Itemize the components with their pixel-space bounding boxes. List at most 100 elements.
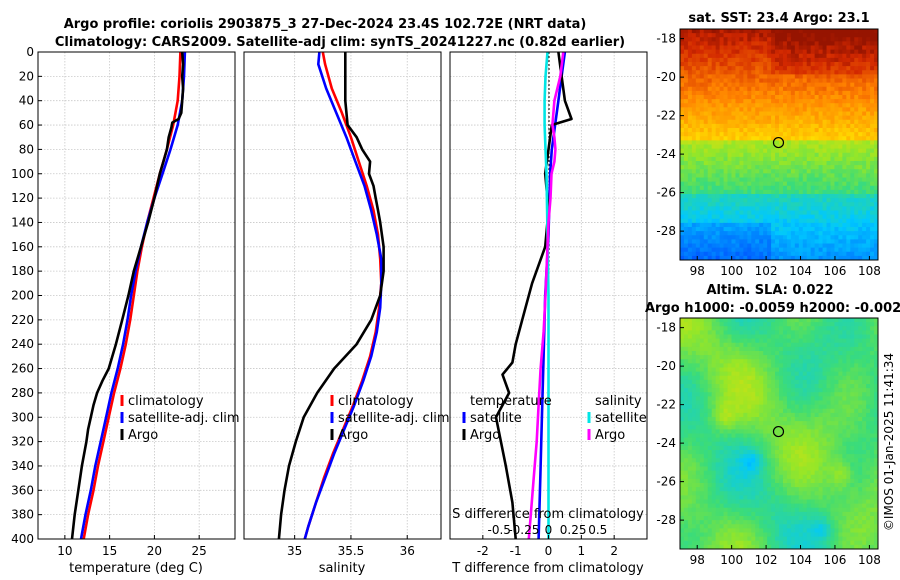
argo-location-marker <box>772 136 785 149</box>
map-cell <box>771 57 776 63</box>
map-cell <box>735 33 740 38</box>
map-cell <box>806 218 812 224</box>
map-cell <box>870 330 875 336</box>
map-cell <box>739 78 744 84</box>
map-cell <box>818 189 824 195</box>
map-cell <box>695 181 701 187</box>
map-cell <box>798 247 804 253</box>
map-cell <box>743 239 748 245</box>
map-cell <box>727 173 733 179</box>
map-cell <box>798 235 804 240</box>
map-cell <box>874 156 878 162</box>
map-cell <box>846 474 851 480</box>
map-cell <box>723 379 729 385</box>
map-cell <box>818 388 824 393</box>
map-cell <box>751 235 756 240</box>
map-cell <box>866 53 871 59</box>
map-cell <box>683 371 689 377</box>
map-cell <box>838 450 843 455</box>
map-cell <box>699 396 705 402</box>
map-cell <box>779 251 784 257</box>
map-cell <box>818 396 824 402</box>
map-cell <box>822 338 828 344</box>
map-cell <box>699 198 705 203</box>
map-cell <box>680 161 685 166</box>
map-cell <box>798 474 804 480</box>
map-cell <box>699 99 705 104</box>
map-cell <box>680 218 685 224</box>
map-cell <box>838 194 843 199</box>
map-cell <box>703 210 709 216</box>
map-cell <box>779 210 784 216</box>
map-cell <box>711 384 717 389</box>
map-cell <box>874 70 878 75</box>
map-cell <box>870 429 875 435</box>
map-cell <box>751 86 756 92</box>
map-cell <box>691 49 697 55</box>
map-cell <box>854 375 859 381</box>
map-cell <box>747 243 752 249</box>
map-cell <box>723 251 729 257</box>
map-cell <box>715 177 721 183</box>
map-cell <box>802 421 808 426</box>
map-cell <box>723 45 729 51</box>
map-cell <box>687 231 693 236</box>
map-cell <box>695 334 701 340</box>
map-cell <box>727 177 733 183</box>
map-cell <box>846 152 851 158</box>
map-cell <box>711 227 717 232</box>
map-cell <box>767 144 772 150</box>
map-cell <box>775 210 780 216</box>
map-cell <box>743 119 748 125</box>
map-cell <box>703 396 709 402</box>
map-cell <box>699 318 705 323</box>
map-cell <box>751 392 756 397</box>
map-cell <box>814 474 820 480</box>
map-cell <box>858 429 863 435</box>
map-cell <box>874 140 878 146</box>
map-cell <box>719 198 725 203</box>
map-cell <box>786 384 792 389</box>
map-cell <box>687 351 693 356</box>
map-cell <box>735 412 740 418</box>
legend-label-argo: Argo <box>128 428 158 443</box>
map-cell <box>771 66 776 71</box>
map-cell <box>731 441 737 447</box>
map-cell <box>779 107 784 113</box>
map-cell <box>779 454 784 459</box>
map-cell <box>747 123 752 129</box>
map-cell <box>755 74 760 80</box>
map-cell <box>759 173 764 179</box>
map-cell <box>782 318 788 323</box>
map-cell <box>779 115 784 121</box>
map-cell <box>838 70 843 75</box>
map-cell <box>854 454 859 459</box>
map-cell <box>858 148 863 154</box>
map-cell <box>707 74 713 80</box>
map-cell <box>779 148 784 154</box>
map-cell <box>763 239 768 245</box>
map-cell <box>687 218 693 224</box>
map-cell <box>759 417 764 422</box>
map-cell <box>850 437 855 443</box>
map-cell <box>711 346 717 352</box>
temperature-xlabel: temperature (deg C) <box>69 561 203 576</box>
map-cell <box>806 392 812 397</box>
map-cell <box>818 330 824 336</box>
map-cell <box>743 74 748 80</box>
map-cell <box>727 450 733 455</box>
map-cell <box>779 173 784 179</box>
map-cell <box>826 243 832 249</box>
map-cell <box>866 421 871 426</box>
map-cell <box>680 462 685 468</box>
map-cell <box>695 351 701 356</box>
map-cell <box>751 115 756 121</box>
map-cell <box>695 239 701 245</box>
map-cell <box>719 363 725 369</box>
map-cell <box>755 322 760 327</box>
map-cell <box>786 140 792 146</box>
map-cell <box>862 363 867 369</box>
map-cell <box>680 318 685 323</box>
salinity-grid <box>244 51 441 540</box>
map-cell <box>735 359 740 364</box>
